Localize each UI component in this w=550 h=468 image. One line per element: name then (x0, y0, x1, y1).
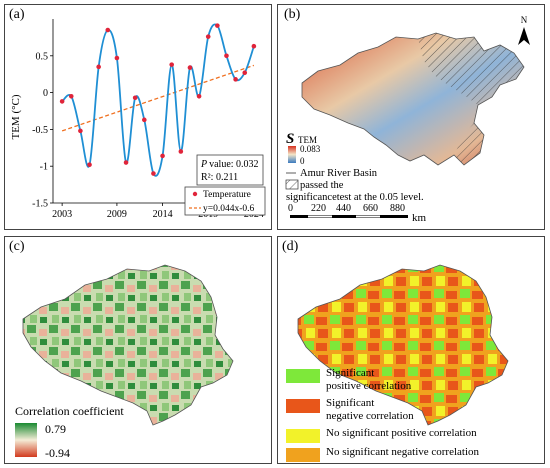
trendline (61, 64, 255, 132)
panel-label-a: (a) (9, 7, 25, 22)
temperature-point (68, 93, 74, 99)
temperature-point (123, 160, 129, 165)
legend-swatch-d (286, 369, 320, 383)
svg-text:km: km (412, 212, 427, 224)
panel-label-c: (c) (9, 239, 25, 254)
significance-hatch-south (454, 123, 484, 165)
temperature-point (96, 64, 101, 70)
svg-text:N: N (521, 15, 528, 25)
legend-high-c: 0.79 (45, 422, 66, 436)
temperature-line (61, 23, 255, 177)
legend-label-d-line2: negative correlation (326, 410, 414, 422)
legend-ramp-c (15, 423, 37, 457)
sensen-slope-map: N S TEM 0.083 0 Amur River Basin passed … (285, 15, 530, 224)
panel-label-d: (d) (282, 239, 299, 254)
sen-subscript: TEM (298, 135, 317, 145)
temperature-point (251, 43, 257, 49)
r-squared-label: R²: 0.211 (201, 172, 238, 183)
panel-label-b: (b) (284, 7, 301, 22)
temperature-point (187, 65, 193, 70)
legend-high-b: 0.083 (300, 144, 321, 154)
temperature-point (169, 62, 174, 67)
panel-b-map: N S TEM 0.083 0 Amur River Basin passed … (277, 4, 545, 230)
y-axis-title: TEM (°C) (10, 94, 22, 139)
temperature-point (160, 153, 165, 159)
legend-low-b: 0 (300, 156, 305, 166)
temperature-point (205, 34, 211, 39)
scale-bar: 0 220 440 660 880 km (288, 203, 427, 224)
legend-label-d: No significant positive correlation (326, 427, 477, 439)
temperature-point (215, 23, 220, 28)
correlation-legend-title: Correlation coefficient (15, 404, 124, 418)
basin-shape-d (297, 264, 509, 426)
panel-a-chart: TEM (°C) -1.5-1-0.500.520032009201420192… (4, 4, 272, 230)
y-tick-label: -1 (40, 162, 48, 173)
stats-box (196, 154, 264, 186)
significance-hatch (418, 33, 524, 105)
panel-d-map: Significant positive correlation Significa… (277, 236, 545, 464)
legend-swatch-d (286, 399, 320, 413)
chart-legend (184, 186, 266, 216)
basin-shape-c (22, 264, 234, 426)
legend-swatch-d (286, 448, 320, 462)
legend-label-d: Significant (326, 397, 375, 409)
legend-swatch-d (286, 429, 320, 443)
sen-symbol: S (286, 131, 294, 147)
legend-label-d: No significant negative correlation (326, 446, 480, 458)
temperature-point (233, 77, 238, 82)
hatch-legend-swatch (285, 179, 299, 190)
y-tick-label: -0.5 (32, 125, 48, 136)
legend-label-temperature: Temperature (203, 190, 251, 200)
legend-low-c: -0.94 (45, 446, 70, 460)
significance-map (297, 264, 509, 426)
temperature-point (151, 171, 156, 176)
y-tick-label: 0.5 (36, 51, 49, 62)
legend-marker-temperature (192, 191, 198, 197)
svg-text:220: 220 (311, 203, 326, 214)
temperature-point (114, 55, 120, 61)
legend-label-trend: y=0.044x-0.6 (203, 204, 255, 214)
legend-ramp-b (288, 146, 296, 163)
hatch-legend-label-1: passed the (300, 180, 344, 191)
x-tick-label: 2009 (107, 209, 127, 220)
panel-c-map: Correlation coefficient 0.79 -0.94 (c) (4, 236, 272, 464)
temperature-point (178, 149, 184, 154)
temperature-point (78, 128, 83, 134)
temperature-chart: TEM (°C) -1.5-1-0.500.520032009201420192… (10, 19, 266, 220)
temperature-point (59, 99, 65, 104)
north-arrow: N (518, 15, 530, 45)
legend-label-d-line2: positive correlation (326, 380, 412, 392)
svg-text:880: 880 (390, 203, 405, 214)
temperature-point (242, 70, 248, 76)
hatch-legend-label-2: significancetest at the 0.05 level. (286, 192, 424, 203)
svg-text:440: 440 (336, 203, 351, 214)
basin-legend-label: Amur River Basin (300, 168, 378, 179)
temperature-point (132, 95, 138, 101)
temperature-point (142, 117, 147, 123)
temperature-point (87, 162, 92, 168)
x-tick-label: 2014 (153, 209, 173, 220)
temperature-point (224, 53, 229, 59)
svg-text:660: 660 (363, 203, 378, 214)
y-tick-label: -1.5 (32, 199, 48, 210)
y-tick-label: 0 (43, 88, 48, 99)
temperature-point (196, 93, 202, 99)
svg-text:0: 0 (288, 203, 293, 214)
x-tick-label: 2003 (52, 209, 72, 220)
correlation-map: Correlation coefficient 0.79 -0.94 (15, 264, 234, 460)
temperature-point (105, 27, 111, 33)
legend-label-d: Significant (326, 367, 375, 379)
